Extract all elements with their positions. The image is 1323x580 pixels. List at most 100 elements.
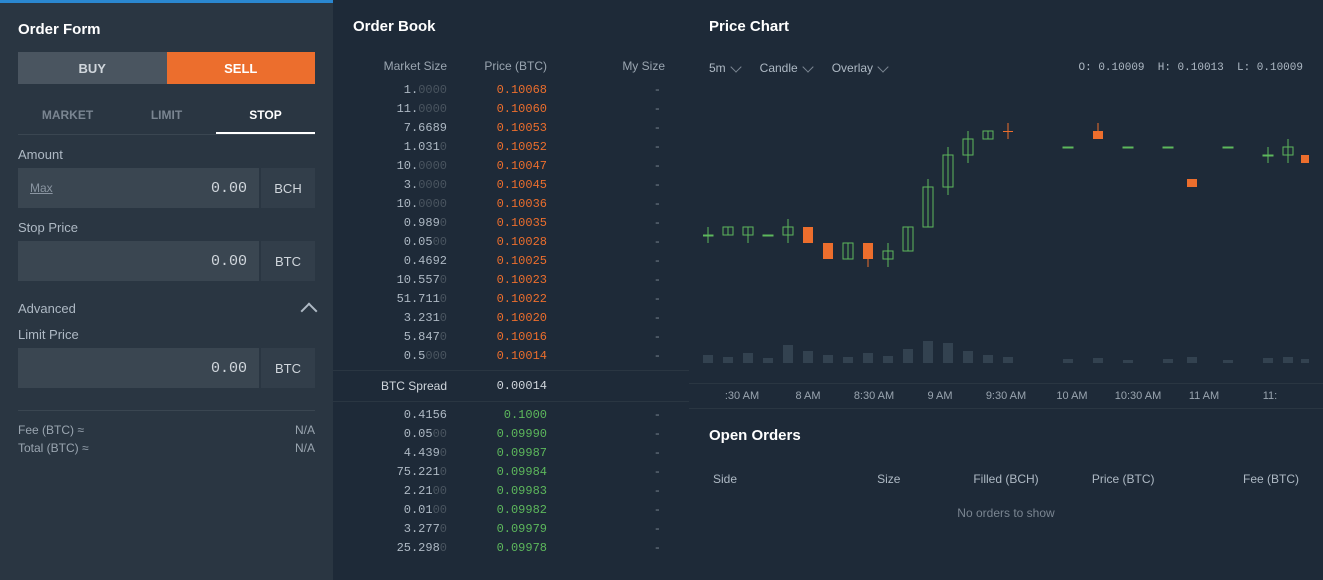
- order-book-panel: Order Book Market Size Price (BTC) My Si…: [333, 0, 689, 580]
- x-tick: 11:: [1237, 390, 1303, 402]
- row-price: 0.10023: [447, 272, 547, 289]
- divider: [18, 410, 315, 411]
- row-my-size: -: [547, 329, 675, 346]
- row-price: 0.10014: [447, 348, 547, 365]
- row-price: 0.10020: [447, 310, 547, 327]
- bid-row[interactable]: 0.41560.1000-: [333, 406, 689, 425]
- open-orders-title: Open Orders: [689, 409, 1323, 458]
- stop-price-unit: BTC: [261, 241, 315, 281]
- amount-label: Amount: [18, 147, 315, 162]
- row-price: 0.10045: [447, 177, 547, 194]
- sell-button[interactable]: SELL: [167, 52, 316, 84]
- row-size: 3.0000: [347, 177, 447, 194]
- stop-price-label: Stop Price: [18, 220, 315, 235]
- row-my-size: -: [547, 139, 675, 156]
- bid-row[interactable]: 0.05000.09990-: [333, 425, 689, 444]
- row-my-size: -: [547, 215, 675, 232]
- ask-row[interactable]: 3.23100.10020-: [333, 309, 689, 328]
- row-size: 0.0100: [347, 502, 447, 519]
- row-size: 10.0000: [347, 158, 447, 175]
- row-size: 3.2770: [347, 521, 447, 538]
- row-size: 75.2210: [347, 464, 447, 481]
- chevron-up-icon: [301, 303, 318, 320]
- row-price: 0.10068: [447, 82, 547, 99]
- ask-row[interactable]: 1.00000.10068-: [333, 81, 689, 100]
- ask-row[interactable]: 0.05000.10028-: [333, 233, 689, 252]
- row-price: 0.10036: [447, 196, 547, 213]
- open-orders-col: Side: [713, 472, 830, 486]
- bid-row[interactable]: 4.43900.09987-: [333, 444, 689, 463]
- bid-row[interactable]: 75.22100.09984-: [333, 463, 689, 482]
- amount-value: 0.00: [53, 180, 247, 197]
- row-price: 0.10047: [447, 158, 547, 175]
- open-orders-col: Size: [830, 472, 947, 486]
- ask-row[interactable]: 7.66890.10053-: [333, 119, 689, 138]
- chevron-down-icon: [730, 61, 741, 72]
- row-my-size: -: [547, 502, 675, 519]
- row-size: 1.0310: [347, 139, 447, 156]
- limit-price-input[interactable]: 0.00: [18, 348, 259, 388]
- row-price: 0.10022: [447, 291, 547, 308]
- chevron-down-icon: [877, 61, 888, 72]
- stop-price-value: 0.00: [30, 253, 247, 270]
- row-price: 0.10053: [447, 120, 547, 137]
- ask-row[interactable]: 10.55700.10023-: [333, 271, 689, 290]
- max-link[interactable]: Max: [30, 181, 53, 195]
- ask-row[interactable]: 11.00000.10060-: [333, 100, 689, 119]
- ask-row[interactable]: 0.98900.10035-: [333, 214, 689, 233]
- row-price: 0.10035: [447, 215, 547, 232]
- row-price: 0.09982: [447, 502, 547, 519]
- col-my-size: My Size: [547, 59, 675, 73]
- row-size: 11.0000: [347, 101, 447, 118]
- order-form-title: Order Form: [0, 3, 333, 52]
- advanced-toggle[interactable]: Advanced: [0, 293, 333, 327]
- row-my-size: -: [547, 445, 675, 462]
- ask-row[interactable]: 10.00000.10036-: [333, 195, 689, 214]
- order-book-title: Order Book: [333, 0, 689, 49]
- no-orders-message: No orders to show: [689, 496, 1323, 530]
- row-my-size: -: [547, 348, 675, 365]
- row-size: 0.0500: [347, 426, 447, 443]
- x-tick: 9 AM: [907, 390, 973, 402]
- x-tick: 8:30 AM: [841, 390, 907, 402]
- row-size: 0.0500: [347, 234, 447, 251]
- tab-market[interactable]: MARKET: [18, 98, 117, 134]
- ask-row[interactable]: 51.71100.10022-: [333, 290, 689, 309]
- limit-price-unit: BTC: [261, 348, 315, 388]
- row-size: 25.2980: [347, 540, 447, 557]
- tab-stop[interactable]: STOP: [216, 98, 315, 134]
- ask-row[interactable]: 10.00000.10047-: [333, 157, 689, 176]
- candlestick-chart[interactable]: [703, 83, 1309, 363]
- bid-row[interactable]: 25.29800.09978-: [333, 539, 689, 558]
- fee-value: N/A: [295, 423, 315, 437]
- ask-row[interactable]: 3.00000.10045-: [333, 176, 689, 195]
- overlay-selector[interactable]: Overlay: [832, 61, 887, 75]
- x-tick: 8 AM: [775, 390, 841, 402]
- ask-row[interactable]: 5.84700.10016-: [333, 328, 689, 347]
- fee-label: Fee (BTC) ≈: [18, 423, 84, 437]
- row-size: 0.4156: [347, 407, 447, 424]
- row-price: 0.09987: [447, 445, 547, 462]
- row-size: 5.8470: [347, 329, 447, 346]
- row-price: 0.10060: [447, 101, 547, 118]
- row-my-size: -: [547, 272, 675, 289]
- row-price: 0.10025: [447, 253, 547, 270]
- buy-button[interactable]: BUY: [18, 52, 167, 84]
- ask-row[interactable]: 1.03100.10052-: [333, 138, 689, 157]
- ask-row[interactable]: 0.50000.10014-: [333, 347, 689, 366]
- bid-row[interactable]: 3.27700.09979-: [333, 520, 689, 539]
- amount-input[interactable]: Max 0.00: [18, 168, 259, 208]
- bid-row[interactable]: 2.21000.09983-: [333, 482, 689, 501]
- row-my-size: -: [547, 234, 675, 251]
- open-orders-panel: Open Orders SideSizeFilled (BCH)Price (B…: [689, 409, 1323, 580]
- style-selector[interactable]: Candle: [760, 61, 812, 75]
- row-price: 0.09983: [447, 483, 547, 500]
- spread-row: BTC Spread 0.00014: [333, 370, 689, 402]
- stop-price-input[interactable]: 0.00: [18, 241, 259, 281]
- open-orders-col: Price (BTC): [1065, 472, 1182, 486]
- bid-row[interactable]: 0.01000.09982-: [333, 501, 689, 520]
- open-orders-col: Fee (BTC): [1182, 472, 1299, 486]
- interval-selector[interactable]: 5m: [709, 61, 740, 75]
- tab-limit[interactable]: LIMIT: [117, 98, 216, 134]
- ask-row[interactable]: 0.46920.10025-: [333, 252, 689, 271]
